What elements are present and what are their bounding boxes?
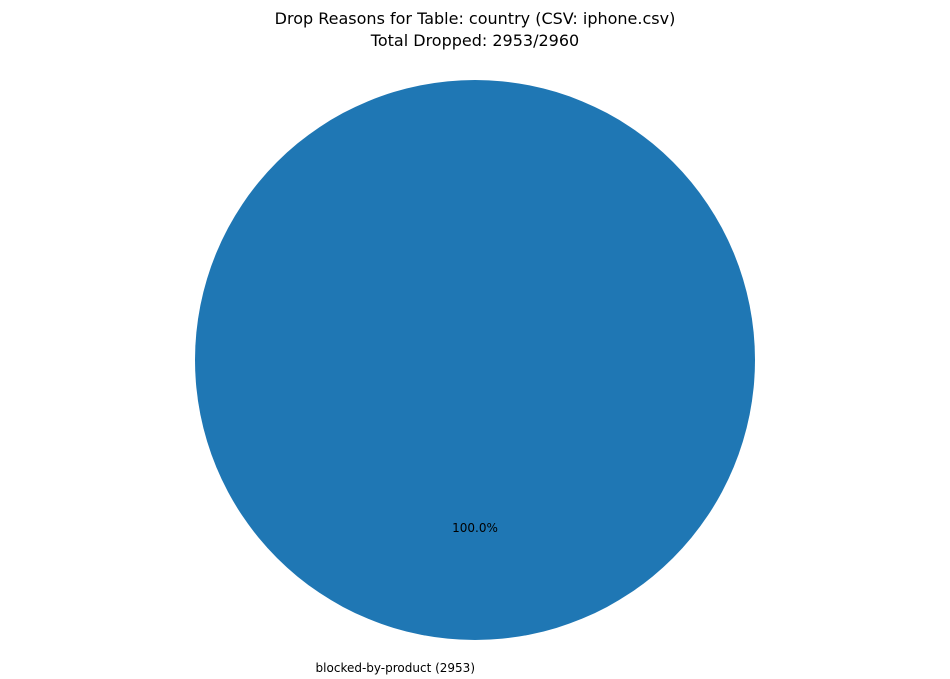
pie-slices-group: 100.0% blocked-by-product (2953) xyxy=(195,80,755,675)
chart-title: Drop Reasons for Table: country (CSV: ip… xyxy=(275,9,676,28)
slice-label-0: blocked-by-product (2953) xyxy=(316,661,475,675)
chart-subtitle: Total Dropped: 2953/2960 xyxy=(370,31,579,50)
slice-percent-label-0: 100.0% xyxy=(452,521,498,535)
pie-slice-0 xyxy=(195,80,755,640)
